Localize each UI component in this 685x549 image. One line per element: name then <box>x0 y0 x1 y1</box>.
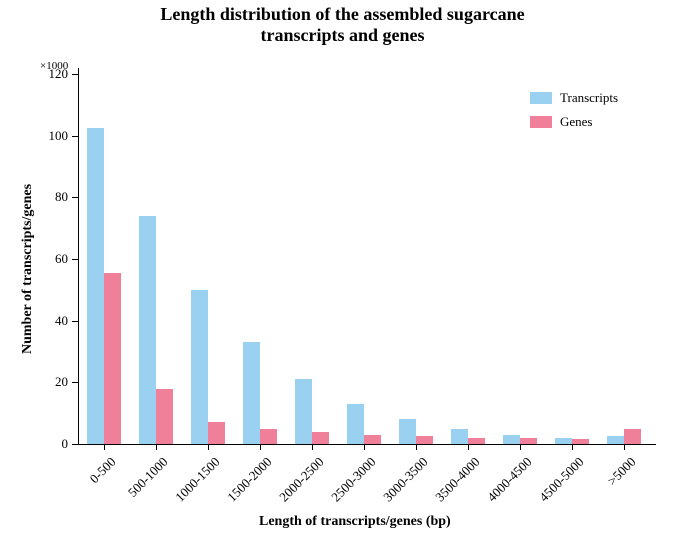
y-tick <box>72 321 78 322</box>
bar-transcripts <box>555 438 572 444</box>
bar-transcripts <box>399 419 416 444</box>
legend-swatch <box>530 116 552 128</box>
y-tick-label: 100 <box>36 128 68 144</box>
bar-transcripts <box>503 435 520 444</box>
bar-transcripts <box>191 290 208 444</box>
legend-label: Transcripts <box>560 90 618 106</box>
y-tick-label: 60 <box>36 251 68 267</box>
bar-genes <box>624 429 641 444</box>
y-tick-label: 0 <box>36 436 68 452</box>
chart-container: Length distribution of the assembled sug… <box>0 0 685 549</box>
y-tick-label: 120 <box>36 66 68 82</box>
x-tick-label: 1000-1500 <box>167 454 224 511</box>
x-tick <box>364 444 365 450</box>
bar-genes <box>416 436 433 444</box>
y-tick-label: 80 <box>36 189 68 205</box>
x-tick <box>572 444 573 450</box>
x-tick <box>624 444 625 450</box>
y-tick <box>72 259 78 260</box>
bar-genes <box>104 273 121 444</box>
bar-genes <box>468 438 485 444</box>
x-tick-label: 4500-5000 <box>531 454 588 511</box>
x-tick-label: 0-500 <box>63 454 120 511</box>
y-axis-label: Number of transcripts/genes <box>20 184 36 354</box>
x-axis-line <box>78 444 656 445</box>
x-tick-label: 1500-2000 <box>219 454 276 511</box>
bar-transcripts <box>347 404 364 444</box>
x-tick <box>312 444 313 450</box>
bar-genes <box>156 389 173 445</box>
x-tick <box>520 444 521 450</box>
y-tick-label: 20 <box>36 374 68 390</box>
x-tick-label: >5000 <box>583 454 640 511</box>
bar-genes <box>520 438 537 444</box>
bar-genes <box>364 435 381 444</box>
legend-swatch <box>530 92 552 104</box>
legend-item: Transcripts <box>530 90 618 106</box>
x-tick <box>468 444 469 450</box>
bar-transcripts <box>87 128 104 444</box>
legend-label: Genes <box>560 114 593 130</box>
y-tick <box>72 197 78 198</box>
chart-title: Length distribution of the assembled sug… <box>0 4 685 45</box>
bar-transcripts <box>243 342 260 444</box>
bar-transcripts <box>139 216 156 444</box>
x-tick-label: 2000-2500 <box>271 454 328 511</box>
bar-genes <box>572 439 589 444</box>
bar-genes <box>208 422 225 444</box>
x-tick-label: 2500-3000 <box>323 454 380 511</box>
x-tick <box>416 444 417 450</box>
chart-title-line1: Length distribution of the assembled sug… <box>0 4 685 25</box>
x-tick <box>156 444 157 450</box>
y-tick-label: 40 <box>36 313 68 329</box>
x-tick <box>104 444 105 450</box>
x-tick-label: 3500-4000 <box>427 454 484 511</box>
chart-title-line2: transcripts and genes <box>0 25 685 46</box>
y-tick <box>72 74 78 75</box>
bar-transcripts <box>295 379 312 444</box>
bar-transcripts <box>451 429 468 444</box>
y-tick <box>72 382 78 383</box>
legend: Transcripts Genes <box>530 90 618 138</box>
y-tick <box>72 136 78 137</box>
x-tick <box>208 444 209 450</box>
x-tick-label: 3000-3500 <box>375 454 432 511</box>
x-tick-label: 4000-4500 <box>479 454 536 511</box>
bar-genes <box>312 432 329 444</box>
legend-item: Genes <box>530 114 618 130</box>
x-axis-label: Length of transcripts/genes (bp) <box>259 514 451 530</box>
x-tick <box>260 444 261 450</box>
y-axis-line <box>78 68 79 444</box>
bar-genes <box>260 429 277 444</box>
y-tick <box>72 444 78 445</box>
bar-transcripts <box>607 436 624 444</box>
x-tick-label: 500-1000 <box>115 454 172 511</box>
